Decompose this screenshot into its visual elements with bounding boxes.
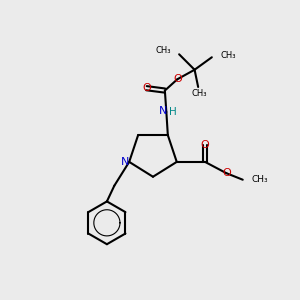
Text: H: H (169, 107, 177, 117)
Text: N: N (121, 157, 129, 167)
Text: O: O (201, 140, 209, 150)
Text: CH₃: CH₃ (220, 51, 236, 60)
Text: CH₃: CH₃ (155, 46, 171, 55)
Text: O: O (173, 74, 182, 84)
Text: O: O (142, 83, 151, 93)
Text: CH₃: CH₃ (251, 175, 268, 184)
Text: O: O (222, 168, 231, 178)
Text: N: N (159, 106, 167, 116)
Text: CH₃: CH₃ (192, 89, 207, 98)
